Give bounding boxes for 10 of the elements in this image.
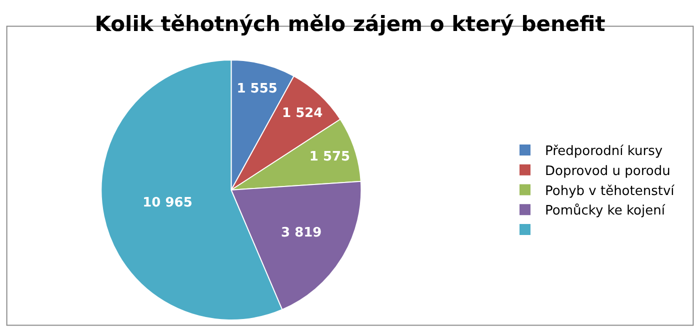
data-label: 3 819 bbox=[281, 226, 322, 241]
chart-title: Kolik těhotných mělo zájem o který benefit bbox=[94, 12, 606, 36]
legend-label: Pohyb v těhotenství bbox=[545, 184, 675, 199]
legend-label: Pomůcky ke kojení bbox=[545, 202, 666, 219]
legend-label: Předporodní kursy bbox=[545, 144, 663, 160]
data-label: 1 575 bbox=[309, 150, 350, 165]
data-label: 10 965 bbox=[142, 196, 192, 210]
data-label: 1 555 bbox=[236, 82, 278, 97]
data-label: 1 524 bbox=[282, 106, 323, 121]
legend-label: Doprovod u porodu bbox=[545, 164, 670, 179]
